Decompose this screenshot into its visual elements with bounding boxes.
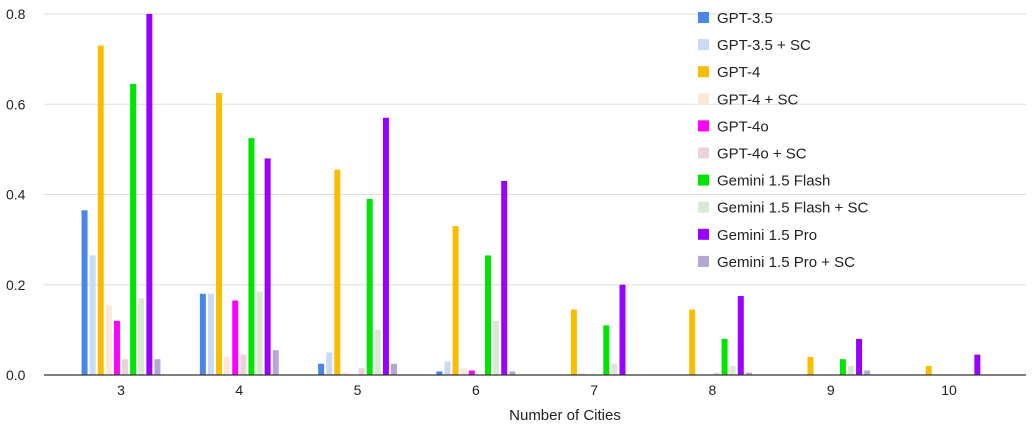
bar — [97, 45, 104, 376]
bar — [248, 138, 255, 375]
bar — [256, 291, 263, 375]
bar — [468, 370, 475, 375]
bar — [974, 354, 981, 375]
bar — [81, 210, 88, 375]
bar — [737, 296, 744, 375]
legend-swatch — [698, 39, 709, 51]
legend-swatch — [698, 201, 709, 213]
bar — [713, 372, 720, 375]
y-axis-ticks: 0.0 0.2 0.4 0.6 0.8 — [6, 6, 26, 383]
bar — [240, 354, 247, 375]
bar — [334, 169, 341, 375]
bar — [272, 350, 279, 375]
bar — [232, 300, 239, 375]
legend-swatch — [698, 66, 709, 78]
bar — [570, 309, 577, 375]
bar — [807, 356, 814, 375]
bar — [89, 255, 96, 375]
bar — [130, 83, 137, 375]
x-axis-title: Number of Cities — [509, 407, 621, 424]
legend-swatch — [698, 120, 709, 132]
legend-label: GPT-4 + SC — [717, 91, 798, 108]
legend-swatch — [698, 228, 709, 240]
legend-label: Gemini 1.5 Flash + SC — [717, 200, 868, 217]
gridlines — [44, 13, 1026, 286]
bar — [501, 180, 508, 375]
bar — [342, 372, 349, 375]
legend-label: Gemini 1.5 Pro + SC — [717, 254, 855, 271]
x-axis-ticks: 3 4 5 6 7 8 9 10 — [117, 382, 957, 398]
legend-label: GPT-3.5 — [717, 10, 773, 27]
bar — [493, 320, 500, 375]
bar — [578, 372, 585, 375]
y-tick-label: 0.2 — [6, 277, 26, 293]
x-tick-label: 5 — [354, 382, 362, 398]
legend-swatch — [698, 12, 709, 23]
bar — [138, 298, 145, 375]
bar — [689, 309, 696, 375]
bar — [105, 305, 112, 375]
y-tick-label: 0.8 — [6, 6, 26, 22]
bar — [366, 199, 373, 375]
bar — [864, 370, 871, 375]
bar — [509, 371, 516, 375]
bars — [81, 14, 981, 376]
bar — [264, 158, 271, 375]
y-tick-label: 0.6 — [6, 96, 26, 112]
bar — [452, 226, 459, 375]
legend-label: GPT-4o + SC — [717, 146, 807, 163]
legend: GPT-3.5 GPT-3.5 + SC GPT-4 GPT-4 + SC GPT-4o… — [698, 10, 868, 271]
bar — [847, 365, 854, 375]
x-tick-label: 3 — [117, 382, 125, 398]
bar — [199, 293, 206, 375]
bar — [216, 92, 223, 375]
bar — [856, 338, 863, 375]
bar — [146, 14, 153, 375]
x-tick-label: 7 — [590, 382, 598, 398]
bar — [374, 329, 381, 375]
bar — [485, 255, 492, 375]
legend-label: Gemini 1.5 Flash — [717, 173, 830, 190]
y-tick-label: 0.0 — [6, 367, 26, 383]
bar — [207, 293, 214, 375]
bar — [154, 359, 161, 375]
x-tick-label: 9 — [827, 382, 835, 398]
bar — [326, 352, 333, 375]
bar — [436, 371, 443, 375]
bar — [839, 359, 846, 375]
bar — [721, 338, 728, 375]
legend-label: GPT-3.5 + SC — [717, 37, 811, 54]
x-tick-label: 4 — [235, 382, 243, 398]
bar — [444, 361, 451, 375]
bar — [391, 363, 398, 375]
x-tick-label: 10 — [941, 382, 957, 398]
bar — [611, 363, 618, 375]
legend-label: GPT-4o — [717, 118, 769, 135]
bar — [122, 359, 129, 375]
bar — [460, 368, 467, 375]
bar — [113, 320, 120, 375]
bar — [619, 284, 626, 375]
bar — [382, 117, 389, 375]
x-tick-label: 6 — [472, 382, 480, 398]
legend-label: Gemini 1.5 Pro — [717, 227, 817, 244]
y-tick-label: 0.4 — [6, 187, 26, 203]
legend-label: GPT-4 — [717, 64, 760, 81]
bar — [224, 356, 231, 375]
bar — [318, 363, 325, 375]
legend-swatch — [698, 255, 709, 267]
legend-swatch — [698, 174, 709, 186]
bar — [603, 325, 610, 375]
bar — [745, 372, 752, 375]
legend-swatch — [698, 93, 709, 105]
legend-swatch — [698, 147, 709, 159]
bar — [729, 365, 736, 375]
bar — [925, 365, 932, 375]
x-tick-label: 8 — [709, 382, 717, 398]
bar — [358, 368, 365, 375]
